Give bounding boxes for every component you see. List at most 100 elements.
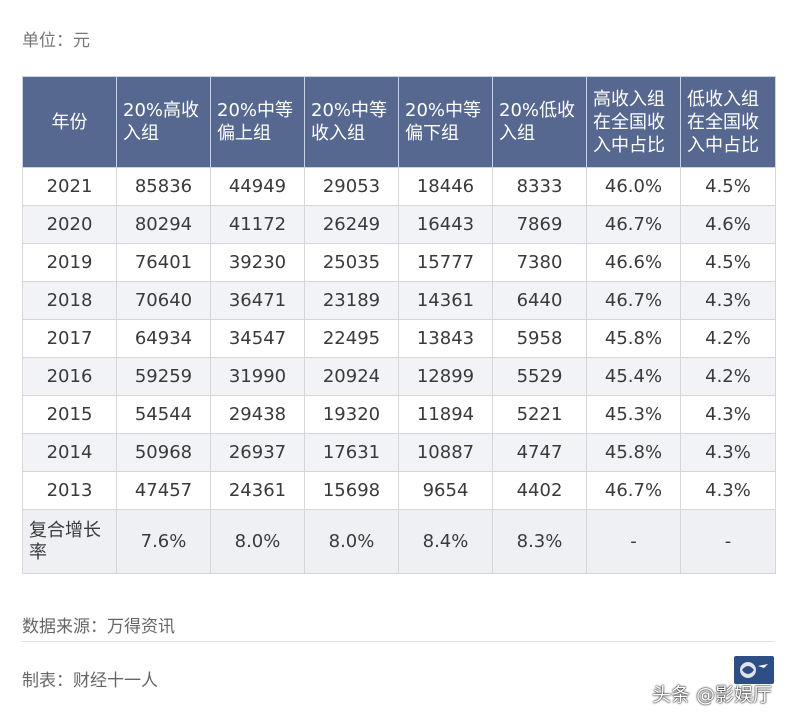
- header-year: 年份: [22, 76, 117, 168]
- table-cell: 47457: [116, 471, 211, 510]
- table-cell: 9654: [398, 471, 493, 510]
- table-cell: 29438: [210, 395, 305, 434]
- table-cell: 12899: [398, 357, 493, 396]
- table-cell: 4.2%: [680, 357, 776, 396]
- table-cell: -: [586, 509, 681, 574]
- maker-label: 制表：财经十一人: [22, 671, 158, 691]
- table-row: 2015 54544 29438 19320 11894 5221 45.3% 4.3%: [22, 395, 776, 434]
- table-cell: 4.2%: [680, 319, 776, 358]
- table-cell: 14361: [398, 281, 493, 320]
- divider: [22, 641, 775, 642]
- table-cell: 7869: [492, 205, 587, 244]
- table-cell: 45.3%: [586, 395, 681, 434]
- table-row: 2014 50968 26937 17631 10887 4747 45.8% 4.3%: [22, 433, 776, 472]
- logo-icon: [734, 656, 774, 684]
- table-cell: 22495: [304, 319, 399, 358]
- table-cell: 15698: [304, 471, 399, 510]
- table-cell: 70640: [116, 281, 211, 320]
- table-cell: 4.3%: [680, 281, 776, 320]
- table-cell: 8.4%: [398, 509, 493, 574]
- table-cell: 4.3%: [680, 395, 776, 434]
- header-low-share: 低收入组在全国收入中占比: [680, 76, 776, 168]
- table-cell: 41172: [210, 205, 305, 244]
- income-table: 年份 20%高收入组 20%中等偏上组 20%中等收入组 20%中等偏下组 20…: [22, 76, 776, 574]
- table-cell: 50968: [116, 433, 211, 472]
- table-cell: 4402: [492, 471, 587, 510]
- table-cell: 59259: [116, 357, 211, 396]
- row-label-cell: 2017: [22, 319, 117, 358]
- table-cell: 36471: [210, 281, 305, 320]
- table-row: 2016 59259 31990 20924 12899 5529 45.4% 4.2%: [22, 357, 776, 396]
- table-cell: 8.3%: [492, 509, 587, 574]
- table-cell: 13843: [398, 319, 493, 358]
- table-row: 复合增长率 7.6% 8.0% 8.0% 8.4% 8.3% - -: [22, 509, 776, 574]
- table-cell: 7.6%: [116, 509, 211, 574]
- table-cell: 34547: [210, 319, 305, 358]
- table-cell: 5958: [492, 319, 587, 358]
- header-low-income: 20%低收入组: [492, 76, 587, 168]
- table-cell: 46.0%: [586, 167, 681, 206]
- table-cell: 18446: [398, 167, 493, 206]
- table-cell: 25035: [304, 243, 399, 282]
- table-cell: 7380: [492, 243, 587, 282]
- table-header-row: 年份 20%高收入组 20%中等偏上组 20%中等收入组 20%中等偏下组 20…: [22, 76, 776, 168]
- table-cell: 29053: [304, 167, 399, 206]
- header-middle: 20%中等收入组: [304, 76, 399, 168]
- table-cell: 5529: [492, 357, 587, 396]
- table-cell: 11894: [398, 395, 493, 434]
- table-cell: 4.5%: [680, 243, 776, 282]
- table-row: 2020 80294 41172 26249 16443 7869 46.7% 4.6%: [22, 205, 776, 244]
- table-cell: 80294: [116, 205, 211, 244]
- table-cell: 16443: [398, 205, 493, 244]
- table-cell: 8.0%: [304, 509, 399, 574]
- table-cell: 46.7%: [586, 281, 681, 320]
- table-cell: 4747: [492, 433, 587, 472]
- table-cell: 64934: [116, 319, 211, 358]
- table-cell: 54544: [116, 395, 211, 434]
- table-cell: 24361: [210, 471, 305, 510]
- table-cell: 31990: [210, 357, 305, 396]
- header-high-share: 高收入组在全国收入中占比: [586, 76, 681, 168]
- table-cell: 8333: [492, 167, 587, 206]
- unit-label: 单位：元: [22, 31, 90, 51]
- table-cell: 76401: [116, 243, 211, 282]
- table-cell: 39230: [210, 243, 305, 282]
- table-cell: 17631: [304, 433, 399, 472]
- table-cell: 26249: [304, 205, 399, 244]
- table-cell: -: [680, 509, 776, 574]
- row-label-cell: 2013: [22, 471, 117, 510]
- table-row: 2017 64934 34547 22495 13843 5958 45.8% 4.2%: [22, 319, 776, 358]
- table-cell: 85836: [116, 167, 211, 206]
- table-cell: 26937: [210, 433, 305, 472]
- table-row: 2019 76401 39230 25035 15777 7380 46.6% 4.5%: [22, 243, 776, 282]
- header-upper-middle: 20%中等偏上组: [210, 76, 305, 168]
- table-cell: 20924: [304, 357, 399, 396]
- watermark: 头条 @影娱厅: [652, 684, 773, 706]
- table-cell: 46.7%: [586, 471, 681, 510]
- row-label-cell: 2019: [22, 243, 117, 282]
- row-label-cell: 2015: [22, 395, 117, 434]
- table-cell: 4.3%: [680, 433, 776, 472]
- table-cell: 46.6%: [586, 243, 681, 282]
- table-row: 2018 70640 36471 23189 14361 6440 46.7% 4.3%: [22, 281, 776, 320]
- table-cell: 46.7%: [586, 205, 681, 244]
- row-label-cell: 复合增长率: [22, 509, 117, 574]
- table-cell: 10887: [398, 433, 493, 472]
- table-cell: 4.5%: [680, 167, 776, 206]
- table-cell: 15777: [398, 243, 493, 282]
- table-cell: 4.6%: [680, 205, 776, 244]
- table-cell: 8.0%: [210, 509, 305, 574]
- table-cell: 45.8%: [586, 319, 681, 358]
- table-cell: 44949: [210, 167, 305, 206]
- table-cell: 45.8%: [586, 433, 681, 472]
- source-label: 数据来源：万得资讯: [22, 617, 175, 637]
- table-cell: 4.3%: [680, 471, 776, 510]
- table-cell: 23189: [304, 281, 399, 320]
- row-label-cell: 2018: [22, 281, 117, 320]
- table-row: 2013 47457 24361 15698 9654 4402 46.7% 4.3%: [22, 471, 776, 510]
- row-label-cell: 2020: [22, 205, 117, 244]
- row-label-cell: 2014: [22, 433, 117, 472]
- table-cell: 5221: [492, 395, 587, 434]
- table-row: 2021 85836 44949 29053 18446 8333 46.0% 4.5%: [22, 167, 776, 206]
- table-cell: 19320: [304, 395, 399, 434]
